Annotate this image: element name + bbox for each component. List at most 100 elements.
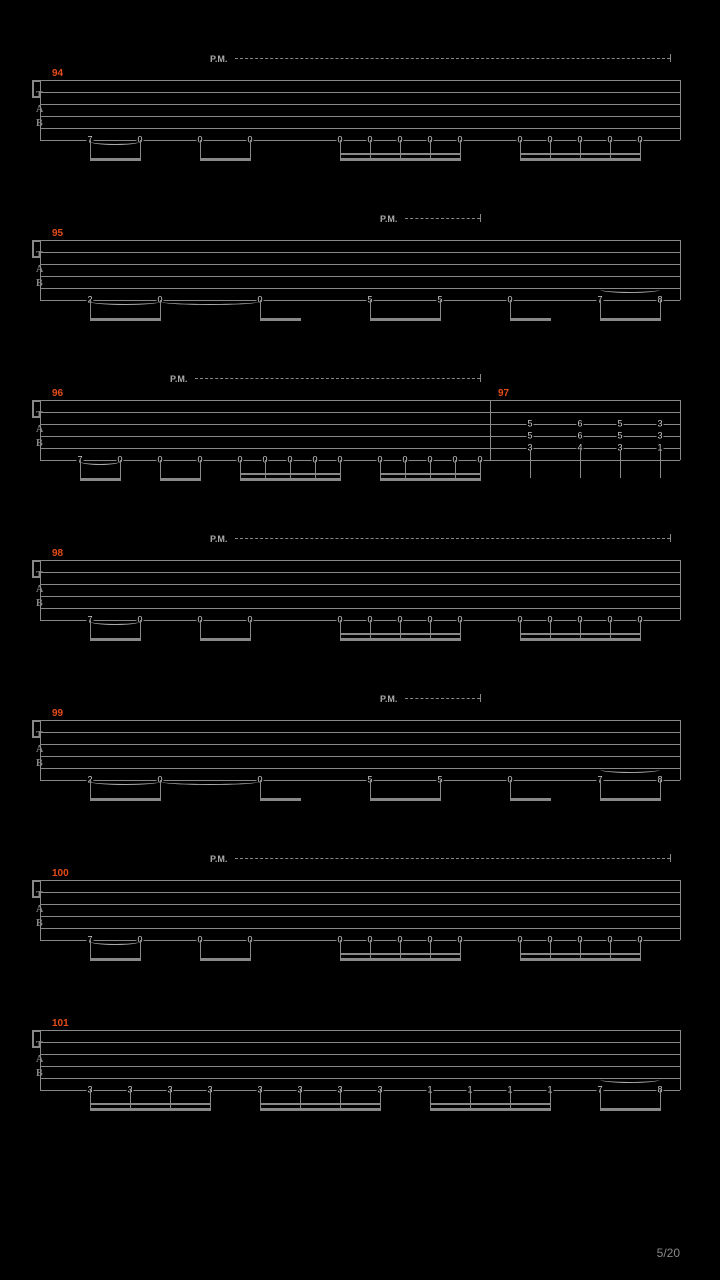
beam (90, 1108, 211, 1111)
note-stem (660, 300, 661, 318)
note-stem (520, 940, 521, 958)
measure-number: 99 (52, 708, 63, 719)
beam-secondary (520, 633, 641, 635)
note-stem (600, 300, 601, 318)
staff-line (40, 92, 680, 93)
note-stem (370, 620, 371, 638)
note-stem (340, 620, 341, 638)
note-stem (610, 140, 611, 158)
note-stem (380, 460, 381, 478)
note-stem (405, 460, 406, 478)
tie-arc (90, 778, 160, 785)
barline (680, 560, 681, 620)
tie-arc (160, 298, 260, 305)
beam (200, 158, 251, 161)
staff-line (40, 892, 680, 893)
tie-arc (90, 938, 140, 945)
barline (40, 1030, 41, 1090)
note-stem (620, 450, 621, 478)
fret-number: 5 (526, 420, 533, 429)
beam-secondary (340, 633, 461, 635)
staff-line (40, 128, 680, 129)
staff-line (40, 400, 680, 401)
palm-mute-line (405, 218, 480, 220)
note-stem (170, 1090, 171, 1108)
measure-number: 100 (52, 868, 69, 879)
staff-line (40, 80, 680, 81)
beam (520, 158, 641, 161)
staff-line (40, 744, 680, 745)
staff-line (40, 1090, 680, 1091)
note-stem (370, 940, 371, 958)
note-stem (640, 940, 641, 958)
note-stem (440, 300, 441, 318)
fret-number: 5 (616, 420, 623, 429)
staff-line (40, 104, 680, 105)
note-stem (250, 140, 251, 158)
note-stem (640, 140, 641, 158)
beam (600, 318, 661, 321)
palm-mute-end (670, 534, 671, 542)
note-stem (260, 780, 261, 798)
measure-number: 94 (52, 68, 63, 79)
staff-line (40, 880, 680, 881)
note-stem (580, 620, 581, 638)
palm-mute-label: P.M. (170, 374, 187, 384)
palm-mute-label: P.M. (380, 694, 397, 704)
note-stem (370, 780, 371, 798)
beam-secondary (340, 953, 461, 955)
note-stem (250, 620, 251, 638)
note-stem (140, 140, 141, 158)
barline (40, 880, 41, 940)
beam (380, 478, 481, 481)
note-stem (660, 780, 661, 798)
note-stem (340, 1090, 341, 1108)
note-stem (510, 780, 511, 798)
staff-line (40, 928, 680, 929)
palm-mute-line (235, 58, 670, 60)
fret-number: 5 (526, 432, 533, 441)
note-stem (460, 140, 461, 158)
staff-line (40, 264, 680, 265)
staff-line (40, 252, 680, 253)
tie-arc (90, 298, 160, 305)
palm-mute-label: P.M. (210, 54, 227, 64)
beam (340, 638, 461, 641)
beam (260, 798, 301, 801)
note-stem (430, 140, 431, 158)
note-stem (250, 940, 251, 958)
note-stem (430, 940, 431, 958)
beam (430, 1108, 551, 1111)
beam (90, 958, 141, 961)
palm-mute-end (670, 54, 671, 62)
fret-number: 6 (576, 432, 583, 441)
note-stem (430, 620, 431, 638)
beam (520, 638, 641, 641)
palm-mute-line (405, 698, 480, 700)
beam (370, 798, 441, 801)
note-stem (550, 140, 551, 158)
palm-mute-end (480, 374, 481, 382)
barline (680, 80, 681, 140)
tie-arc (600, 286, 660, 293)
fret-number: 6 (576, 420, 583, 429)
beam-secondary (90, 1103, 211, 1105)
note-stem (160, 780, 161, 798)
tie-arc (600, 1076, 660, 1083)
fret-number: 3 (656, 432, 663, 441)
barline (680, 240, 681, 300)
note-stem (580, 140, 581, 158)
note-stem (210, 1090, 211, 1108)
note-stem (265, 460, 266, 478)
note-stem (370, 140, 371, 158)
note-stem (340, 460, 341, 478)
note-stem (380, 1090, 381, 1108)
staff-line (40, 904, 680, 905)
fret-number: 3 (656, 420, 663, 429)
beam (90, 158, 141, 161)
beam-secondary (240, 473, 341, 475)
tie-arc (80, 458, 120, 465)
beam (90, 798, 161, 801)
beam (370, 318, 441, 321)
note-stem (550, 620, 551, 638)
